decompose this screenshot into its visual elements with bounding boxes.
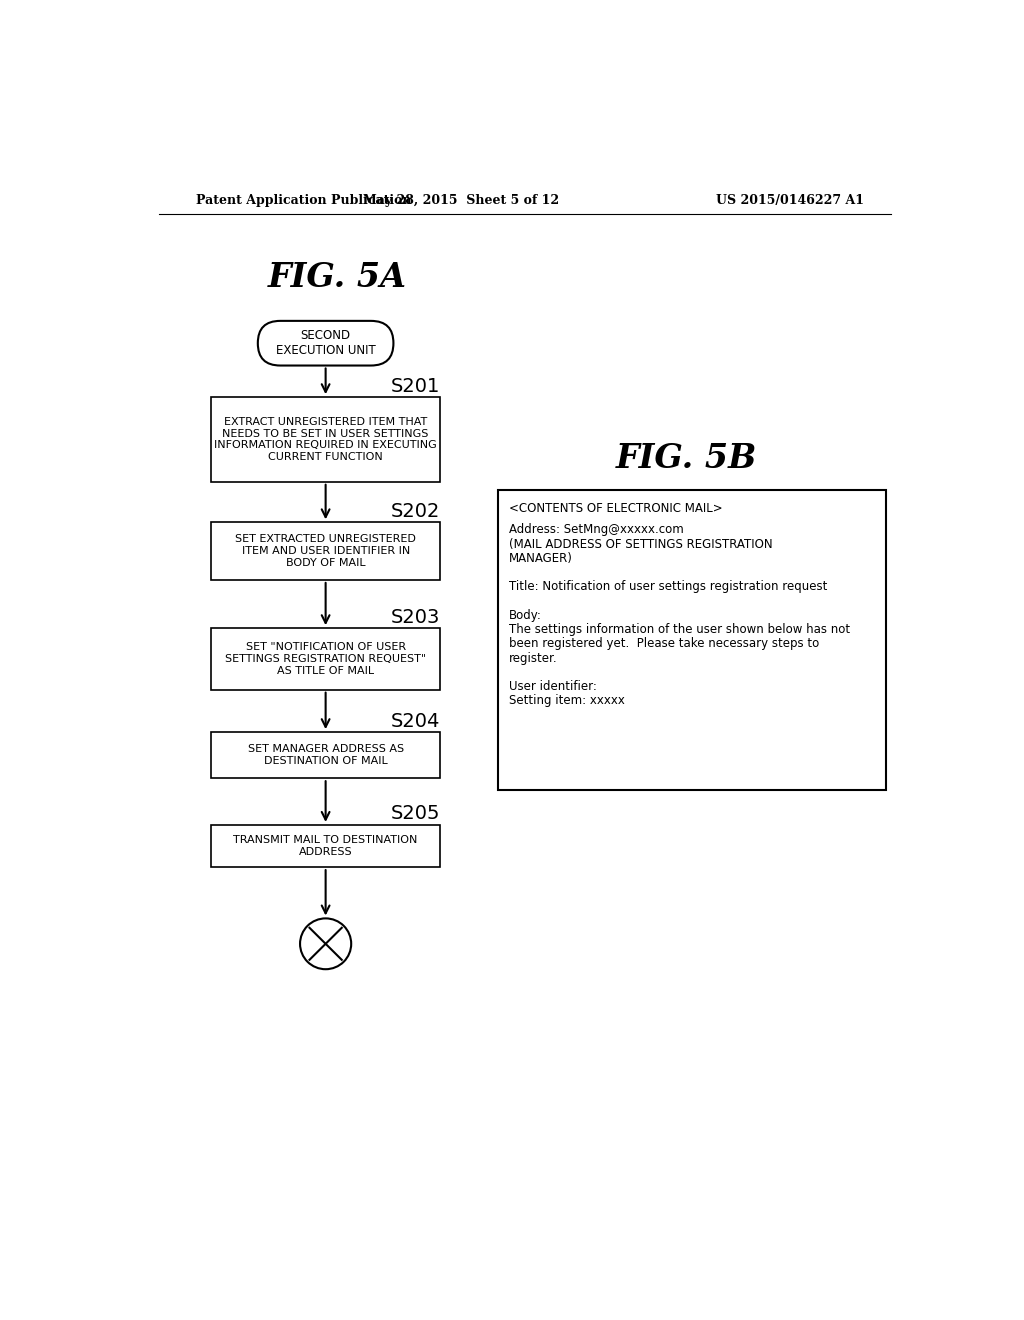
Text: been registered yet.  Please take necessary steps to: been registered yet. Please take necessa… [509,638,819,651]
Text: SECOND
EXECUTION UNIT: SECOND EXECUTION UNIT [275,329,376,358]
FancyBboxPatch shape [211,628,440,689]
Text: <CONTENTS OF ELECTRONIC MAIL>: <CONTENTS OF ELECTRONIC MAIL> [509,502,723,515]
FancyBboxPatch shape [211,523,440,579]
FancyBboxPatch shape [258,321,393,366]
Circle shape [300,919,351,969]
Text: MANAGER): MANAGER) [509,552,573,565]
Text: May 28, 2015  Sheet 5 of 12: May 28, 2015 Sheet 5 of 12 [364,194,559,207]
Text: SET EXTRACTED UNREGISTERED
ITEM AND USER IDENTIFIER IN
BODY OF MAIL: SET EXTRACTED UNREGISTERED ITEM AND USER… [236,535,416,568]
FancyBboxPatch shape [211,397,440,482]
Text: FIG. 5B: FIG. 5B [615,442,757,475]
Text: US 2015/0146227 A1: US 2015/0146227 A1 [716,194,864,207]
Text: User identifier:: User identifier: [509,680,597,693]
Text: SET "NOTIFICATION OF USER
SETTINGS REGISTRATION REQUEST"
AS TITLE OF MAIL: SET "NOTIFICATION OF USER SETTINGS REGIS… [225,643,426,676]
Text: Patent Application Publication: Patent Application Publication [197,194,412,207]
Text: Address: SetMng@xxxxx.com: Address: SetMng@xxxxx.com [509,524,684,536]
Text: FIG. 5A: FIG. 5A [267,261,407,294]
FancyBboxPatch shape [499,490,886,789]
Text: (MAIL ADDRESS OF SETTINGS REGISTRATION: (MAIL ADDRESS OF SETTINGS REGISTRATION [509,537,773,550]
Text: S201: S201 [390,376,440,396]
Text: S205: S205 [390,804,440,824]
Text: Title: Notification of user settings registration request: Title: Notification of user settings reg… [509,581,827,594]
FancyBboxPatch shape [211,733,440,779]
FancyBboxPatch shape [211,825,440,867]
Text: Body:: Body: [509,609,542,622]
Text: EXTRACT UNREGISTERED ITEM THAT
NEEDS TO BE SET IN USER SETTINGS
INFORMATION REQU: EXTRACT UNREGISTERED ITEM THAT NEEDS TO … [214,417,437,462]
Text: Setting item: xxxxx: Setting item: xxxxx [509,694,626,708]
Text: S204: S204 [390,711,440,730]
Text: TRANSMIT MAIL TO DESTINATION
ADDRESS: TRANSMIT MAIL TO DESTINATION ADDRESS [233,836,418,857]
Text: S202: S202 [390,502,440,520]
Text: The settings information of the user shown below has not: The settings information of the user sho… [509,623,850,636]
Text: register.: register. [509,652,558,664]
Text: S203: S203 [390,607,440,627]
Text: SET MANAGER ADDRESS AS
DESTINATION OF MAIL: SET MANAGER ADDRESS AS DESTINATION OF MA… [248,744,403,766]
